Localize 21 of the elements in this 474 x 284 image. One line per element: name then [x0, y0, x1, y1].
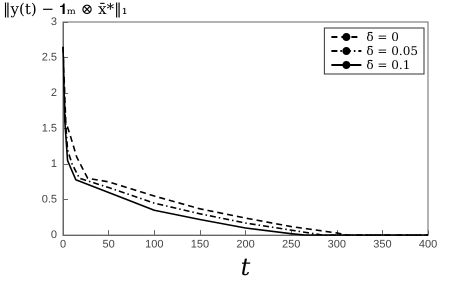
y-axis-title: ‖y(t) − 𝟏ₘ ⊗ x̄*‖₁: [3, 0, 128, 18]
y-tick-label: 0.5: [42, 194, 57, 206]
y-tick-label: 2.5: [42, 52, 57, 64]
x-tick-label: 350: [373, 238, 392, 251]
x-axis-title: t: [240, 253, 251, 281]
x-tick-label: 200: [236, 238, 255, 251]
x-tick-label: 0: [60, 238, 66, 251]
y-tick-label: 1.5: [42, 122, 57, 135]
legend-label: δ̄ = 0: [366, 30, 399, 44]
y-tick-label: 0: [50, 229, 57, 242]
x-tick-label: 400: [418, 238, 438, 251]
y-tick-label: 3: [50, 16, 57, 28]
legend-label: δ̄ = 0.05: [366, 44, 418, 58]
x-tick-label: 100: [145, 238, 164, 251]
y-tick-label: 2: [50, 87, 57, 100]
x-tick-label: 250: [282, 238, 300, 251]
y-tick-label: 1: [50, 158, 57, 170]
x-tick-label: 50: [102, 238, 115, 251]
legend-label: δ̄ = 0.1: [366, 58, 410, 72]
x-tick-label: 150: [190, 238, 210, 251]
x-tick-label: 300: [328, 238, 346, 251]
